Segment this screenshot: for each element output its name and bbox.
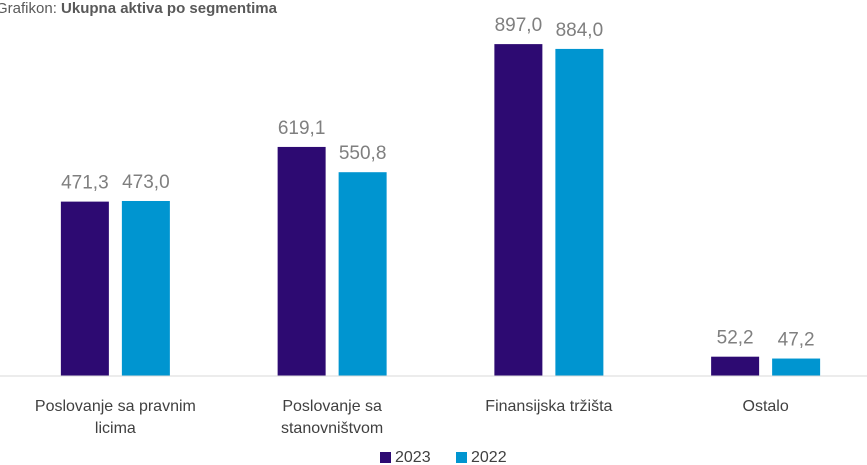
value-label: 897,0: [495, 15, 543, 36]
legend-swatch: [380, 452, 391, 463]
bar: [338, 172, 387, 376]
x-tick-label: Finansijska tržišta: [485, 398, 613, 415]
chart-title: Grafikon: Ukupna aktiva po segmentima: [0, 0, 277, 17]
title-text: Ukupna aktiva po segmentima: [61, 0, 277, 17]
title-label: Grafikon:: [0, 0, 57, 17]
bar: [277, 146, 326, 376]
bar: [494, 44, 543, 377]
bar: [60, 201, 109, 376]
legend-label: 2023: [395, 449, 431, 465]
x-tick-label: Ostalo: [742, 398, 789, 415]
value-label: 52,2: [717, 328, 754, 349]
legend-swatch: [456, 452, 467, 463]
value-label: 884,0: [556, 20, 604, 41]
bar: [121, 200, 170, 376]
legend-label: 2022: [471, 449, 507, 465]
bar: [711, 356, 760, 376]
x-tick-label: Poslovanje sa stanovništvom: [280, 398, 384, 437]
value-label: 47,2: [778, 330, 815, 351]
value-label: 473,0: [122, 172, 170, 193]
bar: [555, 48, 604, 377]
value-label: 619,1: [278, 118, 326, 139]
bar: [772, 358, 821, 376]
value-label: 550,8: [339, 143, 387, 164]
value-label: 471,3: [61, 173, 109, 194]
x-tick-label: Poslovanje sa pravnim licima: [34, 398, 196, 437]
